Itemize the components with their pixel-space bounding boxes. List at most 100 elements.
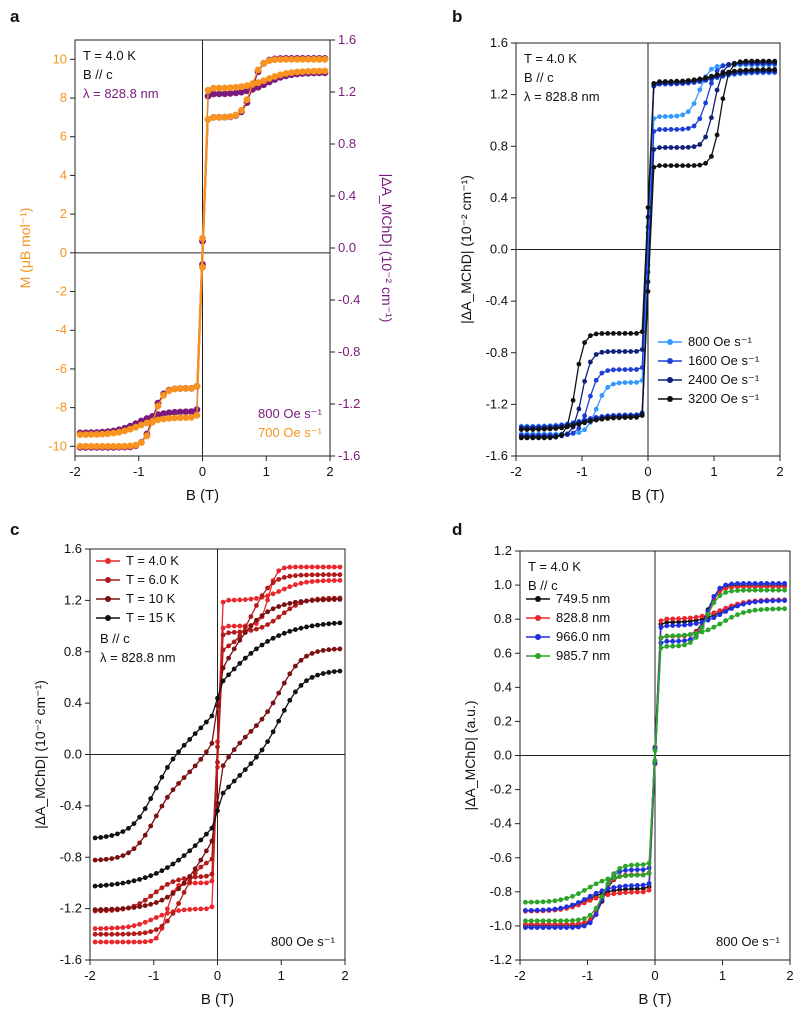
data-point [658, 645, 664, 651]
data-point [664, 633, 670, 639]
data-point [662, 163, 668, 169]
data-point [691, 77, 697, 83]
y-tick-label: -1.2 [60, 901, 82, 916]
data-point [126, 939, 131, 945]
data-point [309, 579, 315, 584]
y-axis-label: |ΔA_MChD| (10⁻² cm⁻¹) [458, 175, 474, 324]
data-point [226, 655, 232, 661]
data-point [717, 612, 723, 618]
data-point [287, 697, 293, 703]
data-point [165, 765, 170, 770]
y-tick-label: -1.0 [490, 918, 512, 933]
data-point [98, 857, 104, 863]
y-axis-label-right: |ΔA_MChD| (10⁻² cm⁻¹) [379, 174, 395, 323]
data-layer [92, 564, 343, 945]
data-point [153, 785, 159, 791]
data-point [276, 633, 282, 638]
legend-swatch-dot [105, 615, 111, 621]
data-point [281, 602, 287, 608]
data-point [137, 939, 143, 945]
data-point [709, 115, 714, 121]
y-tick-label: -0.6 [490, 850, 512, 865]
data-point [238, 88, 245, 96]
data-point [662, 145, 668, 150]
data-point [605, 416, 611, 421]
data-point [611, 871, 617, 876]
data-point [293, 663, 298, 669]
data-point [121, 442, 128, 450]
data-point [570, 397, 576, 403]
data-point [776, 598, 782, 603]
data-point [293, 689, 298, 695]
data-point [611, 367, 616, 373]
data-point [142, 806, 148, 812]
legend-swatch-dot [535, 653, 541, 659]
data-point [287, 573, 293, 579]
y-tick-label: 1.6 [490, 35, 508, 50]
data-point [770, 606, 776, 612]
y-tick-label: 4 [60, 167, 67, 182]
data-point [570, 893, 575, 899]
data-point [668, 126, 674, 132]
x-tick-label: 2 [341, 968, 348, 983]
data-point [170, 787, 176, 793]
data-point [142, 832, 148, 838]
annotation: λ = 828.8 nm [524, 89, 600, 104]
y-tick-label: 8 [60, 90, 67, 105]
data-point [737, 68, 743, 73]
data-point [188, 408, 195, 416]
data-point [310, 67, 318, 75]
data-point [657, 79, 662, 84]
data-point [576, 430, 582, 435]
data-point [576, 425, 582, 431]
data-point [188, 384, 195, 392]
data-point [142, 939, 148, 945]
data-point [165, 415, 173, 422]
data-point [680, 145, 685, 150]
annotation: B // c [100, 631, 130, 646]
data-point [215, 744, 220, 750]
data-point [204, 86, 212, 94]
data-point [732, 61, 737, 67]
data-point [304, 68, 312, 75]
data-point [215, 90, 223, 98]
data-point [528, 918, 534, 924]
data-point [248, 628, 254, 633]
data-point [331, 564, 337, 570]
data-point [723, 609, 729, 614]
rate-note: 800 Oe s⁻¹ [271, 934, 336, 949]
data-point [524, 435, 530, 441]
data-point [634, 886, 640, 892]
data-point [670, 623, 676, 628]
data-point [693, 621, 699, 626]
data-point [746, 581, 752, 586]
y-axis-label: |ΔA_MChD| (10⁻² cm⁻¹) [32, 680, 48, 829]
y-tick-label: -6 [55, 361, 67, 376]
data-point [131, 931, 137, 937]
data-point [92, 939, 98, 945]
data-point [181, 853, 187, 858]
data-point [337, 620, 343, 626]
data-layer [518, 58, 778, 441]
data-point [320, 622, 326, 627]
data-point [599, 370, 605, 376]
data-point [616, 331, 622, 336]
data-point [662, 79, 668, 84]
data-point [735, 588, 740, 593]
data-point [536, 435, 541, 441]
data-point [587, 893, 593, 899]
data-point [99, 442, 106, 450]
data-point [181, 880, 187, 886]
legend-label: T = 4.0 K [126, 553, 179, 568]
data-point [634, 415, 639, 420]
data-point [564, 921, 569, 927]
legend-label: T = 10 K [126, 591, 176, 606]
data-point [315, 67, 323, 75]
legend-label: 828.8 nm [556, 610, 610, 625]
data-point [315, 578, 320, 584]
data-point [220, 763, 226, 769]
data-point [137, 840, 143, 846]
data-point [530, 427, 536, 432]
data-point [581, 916, 587, 921]
data-point [315, 622, 320, 628]
